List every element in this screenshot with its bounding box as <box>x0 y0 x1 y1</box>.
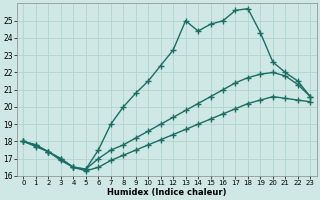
X-axis label: Humidex (Indice chaleur): Humidex (Indice chaleur) <box>107 188 227 197</box>
